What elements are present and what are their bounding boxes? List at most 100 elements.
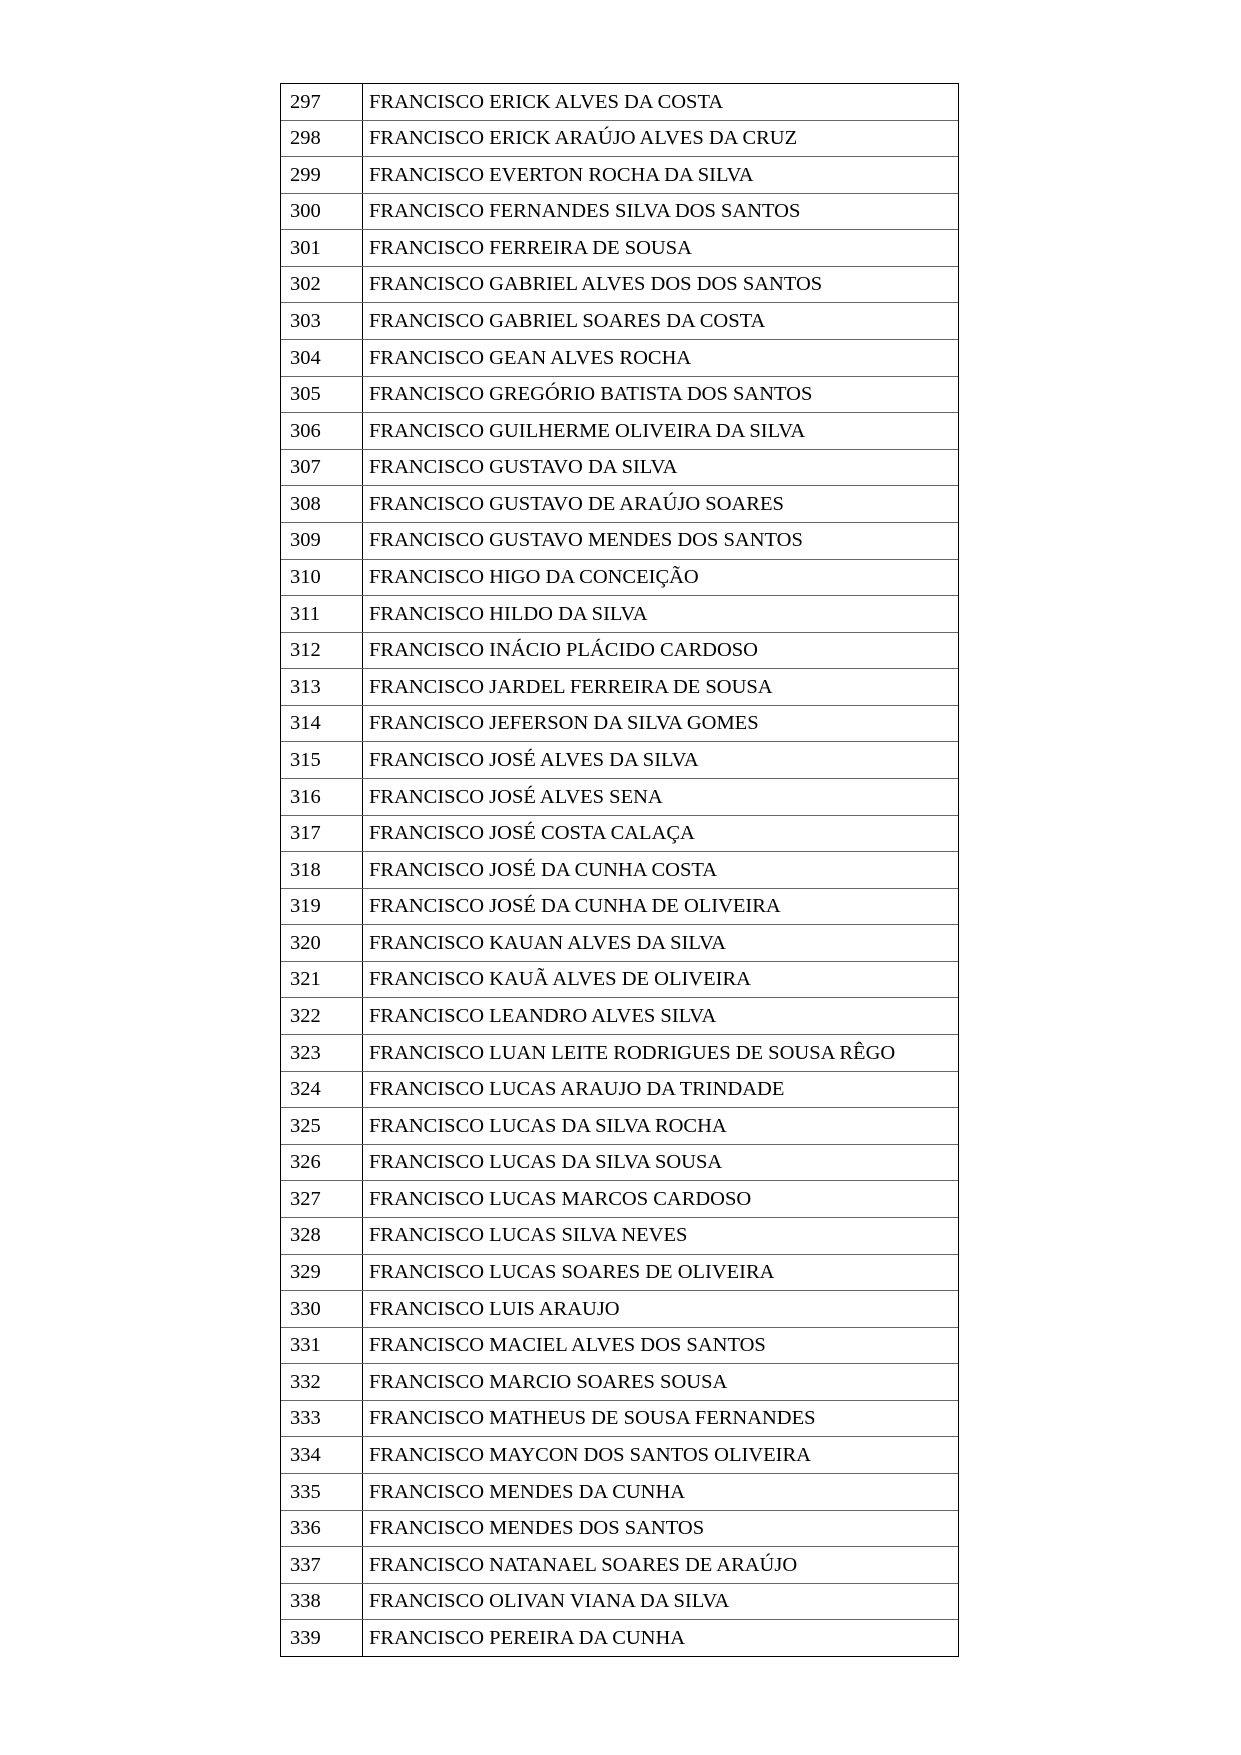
table-row: 324 FRANCISCO LUCAS ARAUJO DA TRINDADE: [281, 1071, 958, 1109]
table-row: 325 FRANCISCO LUCAS DA SILVA ROCHA: [281, 1108, 958, 1145]
row-name-cell: FRANCISCO GUILHERME OLIVEIRA DA SILVA: [369, 419, 806, 442]
row-number-cell: 320: [281, 925, 363, 961]
row-number-cell: 338: [281, 1583, 363, 1620]
row-name-cell: FRANCISCO LUAN LEITE RODRIGUES DE SOUSA …: [369, 1041, 896, 1064]
row-number-cell: 324: [281, 1071, 363, 1108]
row-name-cell: FRANCISCO HIGO DA CONCEIÇÃO: [369, 566, 699, 589]
row-number-cell: 309: [281, 522, 363, 559]
table-row: 307 FRANCISCO GUSTAVO DA SILVA: [281, 449, 958, 487]
row-name-cell: FRANCISCO LUCAS SOARES DE OLIVEIRA: [369, 1261, 775, 1284]
table-row: 320 FRANCISCO KAUAN ALVES DA SILVA: [281, 925, 958, 962]
row-number-cell: 302: [281, 266, 363, 303]
row-number-cell: 325: [281, 1108, 363, 1144]
table-row: 309 FRANCISCO GUSTAVO MENDES DOS SANTOS: [281, 522, 958, 560]
name-roster-table: 297 FRANCISCO ERICK ALVES DA COSTA 298 F…: [280, 83, 959, 1657]
table-row: 329 FRANCISCO LUCAS SOARES DE OLIVEIRA: [281, 1254, 958, 1292]
row-name-cell: FRANCISCO OLIVAN VIANA DA SILVA: [369, 1590, 730, 1613]
row-name-cell: FRANCISCO LUCAS ARAUJO DA TRINDADE: [369, 1078, 785, 1101]
row-number-cell: 297: [281, 84, 363, 120]
table-row: 337 FRANCISCO NATANAEL SOARES DE ARAÚJO: [281, 1547, 958, 1584]
table-row: 306 FRANCISCO GUILHERME OLIVEIRA DA SILV…: [281, 413, 958, 450]
row-name-cell: FRANCISCO GUSTAVO DA SILVA: [369, 456, 678, 479]
row-number-cell: 334: [281, 1437, 363, 1473]
row-number-cell: 319: [281, 888, 363, 925]
row-name-cell: FRANCISCO LUIS ARAUJO: [369, 1297, 620, 1320]
row-number-cell: 317: [281, 815, 363, 852]
row-number-cell: 332: [281, 1364, 363, 1400]
row-name-cell: FRANCISCO MENDES DOS SANTOS: [369, 1517, 705, 1540]
row-name-cell: FRANCISCO MENDES DA CUNHA: [369, 1480, 686, 1503]
table-row: 323 FRANCISCO LUAN LEITE RODRIGUES DE SO…: [281, 1035, 958, 1072]
table-row: 319 FRANCISCO JOSÉ DA CUNHA DE OLIVEIRA: [281, 888, 958, 926]
table-row: 338 FRANCISCO OLIVAN VIANA DA SILVA: [281, 1583, 958, 1621]
row-name-cell: FRANCISCO LUCAS MARCOS CARDOSO: [369, 1187, 752, 1210]
table-row: 336 FRANCISCO MENDES DOS SANTOS: [281, 1510, 958, 1548]
row-name-cell: FRANCISCO KAUAN ALVES DA SILVA: [369, 931, 726, 954]
row-number-cell: 322: [281, 998, 363, 1035]
row-number-cell: 327: [281, 1181, 363, 1217]
row-name-cell: FRANCISCO HILDO DA SILVA: [369, 602, 648, 625]
table-row: 332 FRANCISCO MARCIO SOARES SOUSA: [281, 1364, 958, 1401]
row-name-cell: FRANCISCO MATHEUS DE SOUSA FERNANDES: [369, 1407, 816, 1430]
row-number-cell: 326: [281, 1144, 363, 1181]
row-name-cell: FRANCISCO LUCAS SILVA NEVES: [369, 1224, 688, 1247]
row-number-cell: 298: [281, 120, 363, 157]
table-row: 330 FRANCISCO LUIS ARAUJO: [281, 1291, 958, 1328]
table-row: 312 FRANCISCO INÁCIO PLÁCIDO CARDOSO: [281, 632, 958, 670]
table-row: 302 FRANCISCO GABRIEL ALVES DOS DOS SANT…: [281, 266, 958, 304]
row-number-cell: 337: [281, 1547, 363, 1583]
row-name-cell: FRANCISCO JEFERSON DA SILVA GOMES: [369, 712, 759, 735]
row-name-cell: FRANCISCO JOSÉ DA CUNHA DE OLIVEIRA: [369, 895, 781, 918]
table-row: 317 FRANCISCO JOSÉ COSTA CALAÇA: [281, 815, 958, 853]
row-number-cell: 304: [281, 340, 363, 376]
row-number-cell: 329: [281, 1254, 363, 1291]
row-number-cell: 312: [281, 632, 363, 669]
row-name-cell: FRANCISCO EVERTON ROCHA DA SILVA: [369, 163, 754, 186]
row-number-cell: 299: [281, 157, 363, 193]
table-row: 298 FRANCISCO ERICK ARAÚJO ALVES DA CRUZ: [281, 120, 958, 158]
table-row: 315 FRANCISCO JOSÉ ALVES DA SILVA: [281, 742, 958, 779]
row-name-cell: FRANCISCO GEAN ALVES ROCHA: [369, 346, 692, 369]
row-name-cell: FRANCISCO JOSÉ ALVES DA SILVA: [369, 748, 699, 771]
row-name-cell: FRANCISCO GUSTAVO DE ARAÚJO SOARES: [369, 492, 784, 515]
row-name-cell: FRANCISCO GABRIEL SOARES DA COSTA: [369, 310, 766, 332]
row-number-cell: 300: [281, 193, 363, 230]
table-row: 304 FRANCISCO GEAN ALVES ROCHA: [281, 340, 958, 377]
row-name-cell: FRANCISCO LUCAS DA SILVA SOUSA: [369, 1151, 723, 1174]
row-number-cell: 336: [281, 1510, 363, 1547]
row-number-cell: 330: [281, 1291, 363, 1327]
table-row: 333 FRANCISCO MATHEUS DE SOUSA FERNANDES: [281, 1400, 958, 1438]
row-number-cell: 323: [281, 1035, 363, 1071]
table-row: 314 FRANCISCO JEFERSON DA SILVA GOMES: [281, 705, 958, 743]
row-name-cell: FRANCISCO KAUÃ ALVES DE OLIVEIRA: [369, 968, 751, 991]
row-name-cell: FRANCISCO MARCIO SOARES SOUSA: [369, 1370, 728, 1393]
table-row: 326 FRANCISCO LUCAS DA SILVA SOUSA: [281, 1144, 958, 1182]
table-row: 299 FRANCISCO EVERTON ROCHA DA SILVA: [281, 157, 958, 194]
row-number-cell: 328: [281, 1217, 363, 1254]
row-name-cell: FRANCISCO JOSÉ COSTA CALAÇA: [369, 822, 695, 845]
row-number-cell: 306: [281, 413, 363, 449]
row-number-cell: 307: [281, 449, 363, 486]
table-row: 322 FRANCISCO LEANDRO ALVES SILVA: [281, 998, 958, 1036]
row-number-cell: 313: [281, 669, 363, 705]
row-number-cell: 310: [281, 559, 363, 596]
row-name-cell: FRANCISCO JOSÉ ALVES SENA: [369, 785, 663, 808]
table-row: 327 FRANCISCO LUCAS MARCOS CARDOSO: [281, 1181, 958, 1218]
row-name-cell: FRANCISCO ERICK ALVES DA COSTA: [369, 90, 724, 113]
row-number-cell: 333: [281, 1400, 363, 1437]
table-row: 301 FRANCISCO FERREIRA DE SOUSA: [281, 230, 958, 267]
row-number-cell: 311: [281, 596, 363, 632]
table-row: 300 FRANCISCO FERNANDES SILVA DOS SANTOS: [281, 193, 958, 231]
table-row: 334 FRANCISCO MAYCON DOS SANTOS OLIVEIRA: [281, 1437, 958, 1474]
row-name-cell: FRANCISCO FERREIRA DE SOUSA: [369, 236, 692, 259]
row-number-cell: 305: [281, 376, 363, 413]
row-name-cell: FRANCISCO LEANDRO ALVES SILVA: [369, 1004, 717, 1027]
row-name-cell: FRANCISCO ERICK ARAÚJO ALVES DA CRUZ: [369, 127, 798, 150]
row-number-cell: 315: [281, 742, 363, 778]
table-row: 313 FRANCISCO JARDEL FERREIRA DE SOUSA: [281, 669, 958, 706]
row-name-cell: FRANCISCO JARDEL FERREIRA DE SOUSA: [369, 675, 773, 698]
row-number-cell: 316: [281, 778, 363, 815]
row-name-cell: FRANCISCO JOSÉ DA CUNHA COSTA: [369, 858, 718, 881]
row-name-cell: FRANCISCO MACIEL ALVES DOS SANTOS: [369, 1334, 766, 1357]
